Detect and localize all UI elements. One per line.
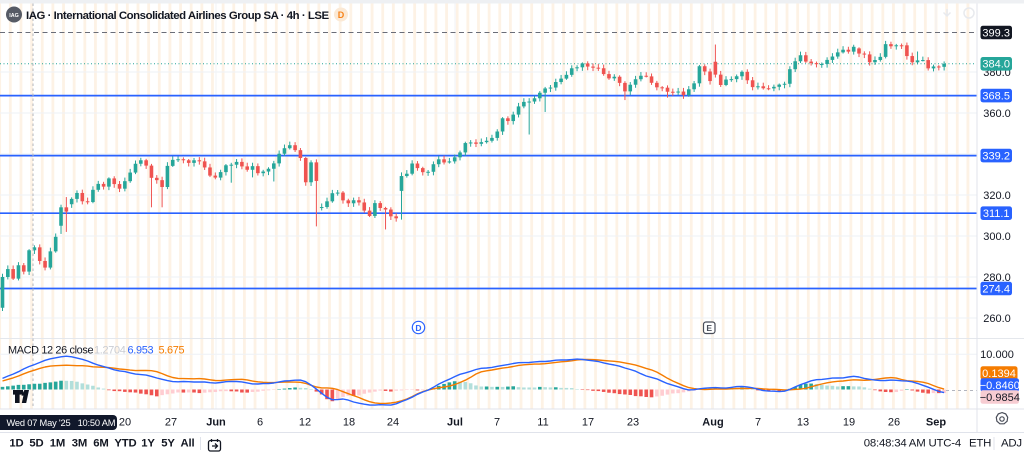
svg-text:19: 19: [843, 417, 855, 429]
svg-text:6: 6: [257, 417, 263, 429]
svg-text:YTD: YTD: [114, 438, 136, 450]
svg-text:10.000: 10.000: [980, 349, 1014, 361]
svg-text:All: All: [181, 438, 195, 450]
svg-text:360.0: 360.0: [983, 108, 1011, 120]
svg-text:384.0: 384.0: [982, 59, 1010, 71]
svg-text:−0.8460: −0.8460: [980, 380, 1020, 392]
svg-text:1M: 1M: [50, 438, 65, 450]
svg-text:7: 7: [755, 417, 761, 429]
svg-text:Jun: Jun: [206, 417, 226, 429]
svg-text:339.2: 339.2: [982, 150, 1010, 162]
svg-text:260.0: 260.0: [983, 313, 1011, 325]
svg-text:27: 27: [165, 417, 177, 429]
svg-text:Sep: Sep: [926, 417, 946, 429]
svg-text:13: 13: [797, 417, 809, 429]
svg-text:D: D: [338, 10, 345, 20]
svg-text:17: 17: [582, 417, 594, 429]
svg-text:11: 11: [537, 417, 548, 429]
svg-text:6M: 6M: [93, 438, 108, 450]
svg-text:3M: 3M: [72, 438, 87, 450]
svg-text:5Y: 5Y: [161, 438, 175, 450]
svg-text:ADJ: ADJ: [1001, 438, 1022, 450]
svg-text:5D: 5D: [29, 438, 43, 450]
svg-text:Wed 07 May '25 10:50 AM: Wed 07 May '25 10:50 AM: [7, 418, 116, 428]
svg-text:Aug: Aug: [702, 417, 723, 429]
svg-text:D: D: [415, 323, 421, 333]
svg-text:20: 20: [119, 417, 131, 429]
svg-text:E: E: [706, 323, 712, 333]
svg-text:IAG: IAG: [9, 13, 19, 19]
svg-text:26: 26: [888, 417, 900, 429]
svg-text:320.0: 320.0: [983, 190, 1011, 202]
svg-text:0.1394: 0.1394: [982, 368, 1016, 380]
svg-text:08:48:34 AM UTC-4: 08:48:34 AM UTC-4: [864, 438, 961, 450]
svg-text:368.5: 368.5: [982, 90, 1010, 102]
svg-text:6.953: 6.953: [128, 345, 154, 357]
svg-text:1Y: 1Y: [141, 438, 155, 450]
svg-text:ETH: ETH: [969, 438, 991, 450]
svg-text:1D: 1D: [9, 438, 23, 450]
svg-text:1.2704: 1.2704: [94, 345, 126, 357]
svg-text:5.675: 5.675: [159, 345, 185, 357]
svg-text:18: 18: [343, 417, 355, 429]
svg-text:7: 7: [494, 417, 500, 429]
svg-text:−0.9854: −0.9854: [980, 392, 1020, 404]
svg-text:399.3: 399.3: [982, 27, 1010, 39]
svg-text:274.4: 274.4: [982, 283, 1010, 295]
svg-text:300.0: 300.0: [983, 231, 1011, 243]
svg-text:23: 23: [627, 417, 639, 429]
svg-text:12: 12: [299, 417, 311, 429]
svg-text:24: 24: [387, 417, 399, 429]
svg-text:Jul: Jul: [447, 417, 463, 429]
svg-text:280.0: 280.0: [983, 272, 1011, 284]
svg-text:MACD 12 26 close: MACD 12 26 close: [8, 345, 93, 357]
svg-text:311.1: 311.1: [983, 208, 1010, 220]
svg-text:IAG · International Consolidat: IAG · International Consolidated Airline…: [26, 10, 330, 22]
